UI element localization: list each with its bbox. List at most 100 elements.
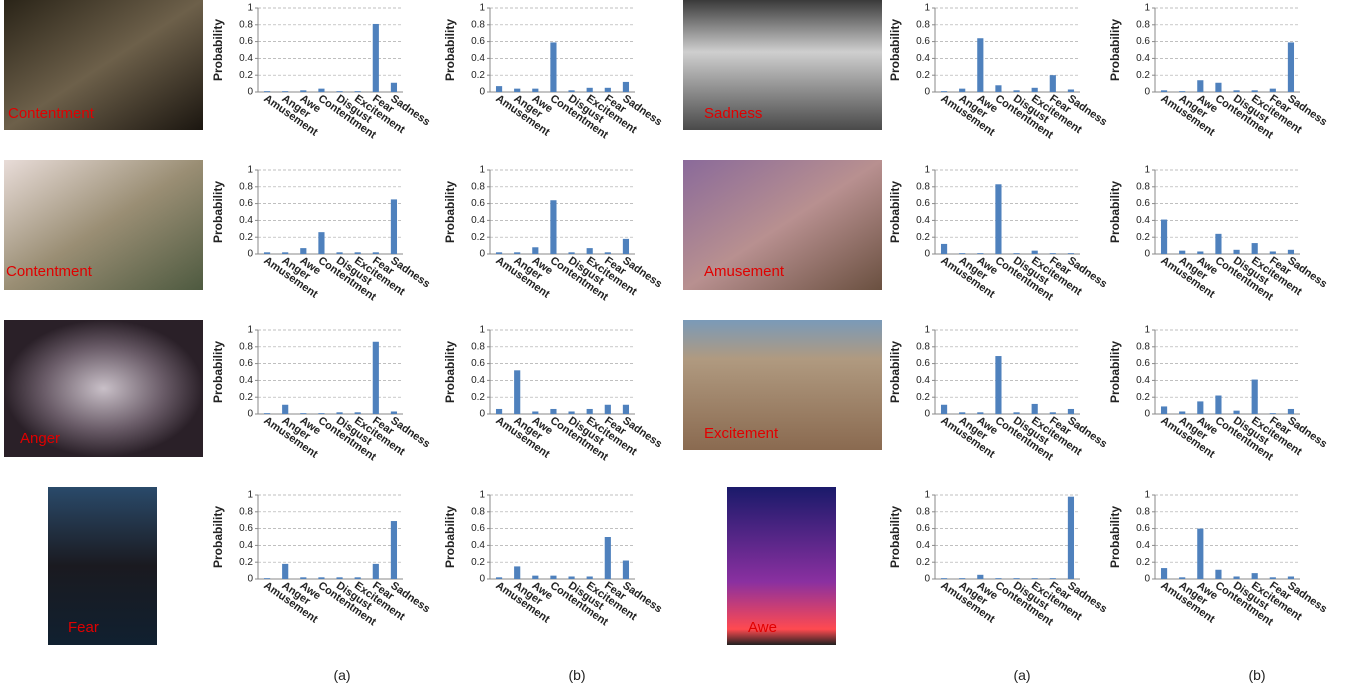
chart: Probability00.20.40.60.81AmusementAngerA…	[888, 325, 1109, 464]
y-axis-label: Probability	[1108, 506, 1122, 568]
photo	[48, 487, 157, 645]
y-tick-label: 0.2	[916, 392, 930, 403]
chart: Probability00.20.40.60.81AmusementAngerA…	[211, 165, 432, 304]
y-tick-label: 0	[1144, 409, 1150, 420]
y-tick-label: 0	[924, 87, 930, 98]
caption: (b)	[1248, 667, 1265, 683]
bar	[995, 184, 1002, 254]
bar	[532, 88, 539, 92]
y-tick-label: 0.8	[916, 506, 930, 517]
bar	[586, 576, 593, 579]
bar	[1049, 253, 1056, 254]
y-tick-label: 0	[247, 87, 253, 98]
y-tick-label: 0.8	[1136, 506, 1150, 517]
y-tick-label: 0.2	[916, 232, 930, 243]
bar	[1179, 411, 1186, 414]
y-tick-label: 1	[924, 325, 930, 336]
y-tick-label: 0.2	[1136, 392, 1150, 403]
bar	[300, 577, 307, 579]
bar	[977, 574, 984, 579]
bar	[1197, 80, 1204, 92]
bar	[1179, 577, 1186, 579]
bar	[568, 411, 575, 414]
bar	[1067, 253, 1075, 254]
y-tick-label: 0.8	[471, 181, 485, 192]
bar	[940, 578, 948, 579]
y-tick-label: 0.8	[916, 19, 930, 30]
bar	[995, 356, 1002, 414]
y-axis-label: Probability	[1108, 181, 1122, 243]
bar	[1160, 219, 1168, 254]
y-tick-label: 0.6	[471, 36, 485, 47]
y-axis-label: Probability	[211, 19, 225, 81]
bar	[1197, 528, 1204, 579]
bar	[1197, 251, 1204, 254]
bar	[1031, 87, 1038, 92]
y-tick-label: 0.2	[471, 392, 485, 403]
bar	[532, 247, 539, 254]
bar	[622, 560, 630, 579]
y-tick-label: 0.6	[916, 523, 930, 534]
y-tick-label: 0.8	[471, 19, 485, 30]
bar	[1287, 249, 1295, 254]
bar	[1049, 578, 1056, 579]
bar	[336, 412, 343, 414]
photo-label: Amusement	[704, 263, 785, 280]
bar	[622, 81, 630, 92]
bar	[959, 253, 966, 254]
y-tick-label: 0	[1144, 87, 1150, 98]
bar	[1179, 91, 1186, 92]
bar	[568, 576, 575, 579]
y-tick-label: 0	[247, 574, 253, 585]
chart: Probability00.20.40.60.81AmusementAngerA…	[888, 490, 1109, 629]
y-tick-label: 0	[924, 249, 930, 260]
y-tick-label: 0.6	[239, 523, 253, 534]
y-tick-label: 1	[479, 3, 485, 14]
bar	[514, 566, 521, 579]
bar	[372, 252, 379, 254]
bar	[622, 238, 630, 254]
bar	[940, 243, 948, 254]
y-axis-label: Probability	[211, 341, 225, 403]
bar	[1251, 243, 1258, 254]
bar	[263, 91, 271, 92]
bar	[372, 563, 379, 579]
bar	[1067, 89, 1075, 92]
y-tick-label: 0.6	[471, 198, 485, 209]
bar	[300, 90, 307, 92]
bar	[586, 248, 593, 254]
y-tick-label: 1	[479, 325, 485, 336]
caption: (b)	[568, 667, 585, 683]
bar	[1160, 90, 1168, 92]
y-axis-label: Probability	[443, 181, 457, 243]
y-tick-label: 0.6	[1136, 523, 1150, 534]
y-tick-label: 0.4	[471, 53, 485, 64]
y-axis-label: Probability	[443, 19, 457, 81]
bar	[1179, 250, 1186, 254]
bar	[568, 252, 575, 254]
y-tick-label: 0.6	[916, 198, 930, 209]
photo-label: Fear	[68, 619, 99, 636]
photo	[683, 320, 882, 450]
y-tick-label: 0.2	[1136, 232, 1150, 243]
bar	[336, 252, 343, 254]
y-tick-label: 1	[924, 3, 930, 14]
bar	[995, 85, 1002, 92]
bar	[604, 87, 611, 92]
chart: Probability00.20.40.60.81AmusementAngerA…	[443, 490, 664, 629]
bar	[263, 578, 271, 579]
y-axis-label: Probability	[888, 506, 902, 568]
bar	[390, 199, 398, 254]
bar	[336, 91, 343, 92]
y-tick-label: 0.2	[471, 557, 485, 568]
bar	[1067, 408, 1075, 414]
bar	[390, 521, 398, 579]
y-tick-label: 0.8	[239, 341, 253, 352]
y-tick-label: 0.4	[239, 215, 253, 226]
y-tick-label: 0.6	[1136, 36, 1150, 47]
y-tick-label: 0.4	[916, 215, 930, 226]
chart: Probability00.20.40.60.81AmusementAngerA…	[1108, 165, 1329, 304]
y-tick-label: 1	[924, 490, 930, 501]
bar	[1031, 403, 1038, 414]
bar	[1269, 577, 1276, 579]
